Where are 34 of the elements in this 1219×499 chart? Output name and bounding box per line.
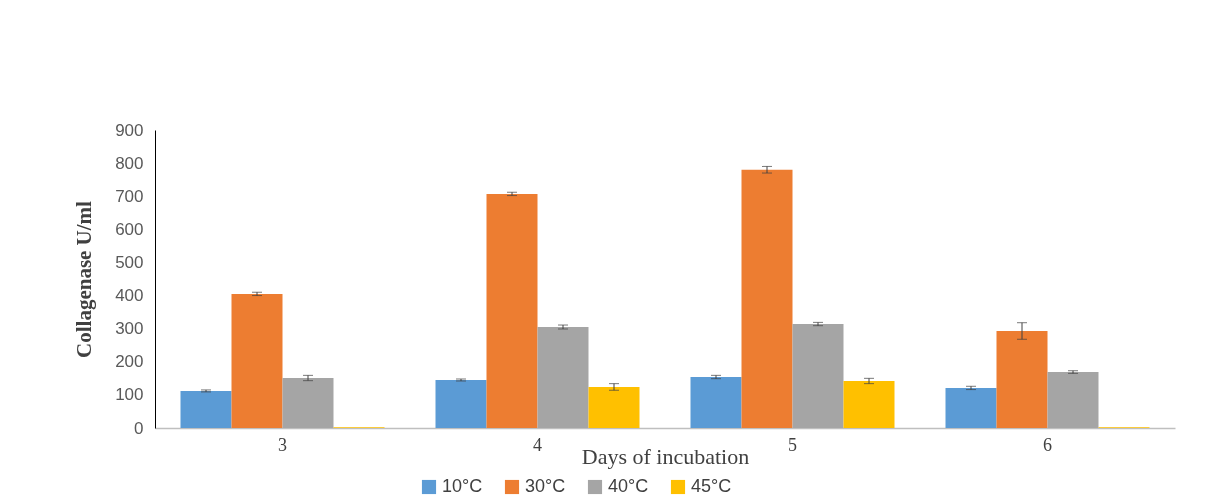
bar	[588, 386, 640, 428]
bar	[843, 380, 895, 428]
y-tick-label: 300	[115, 319, 144, 339]
y-tick-label: 100	[115, 385, 144, 405]
bar	[792, 324, 844, 428]
x-tick-label: 3	[278, 434, 287, 455]
bar	[945, 387, 997, 428]
bar	[180, 390, 232, 428]
bar	[741, 169, 793, 428]
x-axis-title: Days of incubation	[581, 443, 750, 469]
y-tick-label: 0	[134, 418, 144, 438]
bar	[1047, 372, 1099, 428]
y-tick-label: 200	[115, 352, 144, 372]
bar	[537, 327, 589, 428]
y-tick-label: 900	[115, 120, 144, 140]
y-tick-label: 700	[115, 186, 144, 206]
x-tick-label: 6	[1043, 434, 1052, 455]
bar	[282, 378, 334, 428]
bar	[996, 330, 1048, 428]
y-tick-label: 800	[115, 153, 144, 173]
legend-label: 45°C	[691, 476, 732, 496]
bar	[435, 379, 487, 428]
bar	[231, 293, 283, 428]
legend-label: 30°C	[525, 476, 566, 496]
y-tick-label: 600	[115, 219, 144, 239]
legend-label: 10°C	[442, 476, 483, 496]
legend-label: 40°C	[608, 476, 649, 496]
bar	[690, 377, 742, 428]
y-tick-label: 500	[115, 252, 144, 272]
x-tick-label: 4	[533, 434, 542, 455]
y-tick-label: 400	[115, 286, 144, 306]
x-tick-label: 5	[788, 434, 797, 455]
bar	[486, 193, 538, 428]
y-axis-title: Collagenase U/ml	[72, 200, 97, 358]
